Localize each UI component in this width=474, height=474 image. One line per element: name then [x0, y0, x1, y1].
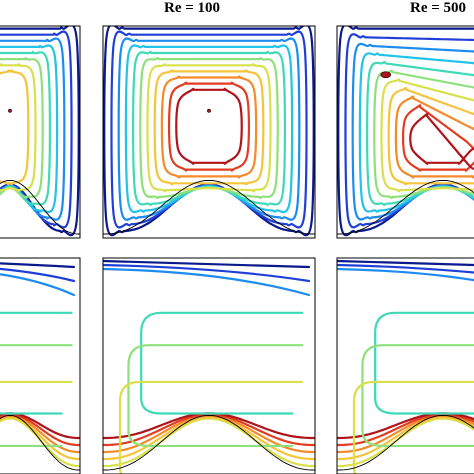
isotherm-top	[337, 263, 474, 274]
isotherm-top	[103, 263, 311, 283]
streamline-contour	[394, 95, 474, 179]
isotherm-middle	[361, 344, 474, 448]
panel-frame	[102, 257, 316, 474]
panel-top-right	[337, 26, 474, 237]
vortex-core	[207, 108, 211, 113]
streamline-contour	[167, 81, 251, 172]
streamline-contour	[358, 52, 474, 213]
streamline-contour	[401, 104, 474, 172]
isotherm-middle	[127, 344, 304, 448]
panel-frame	[336, 257, 474, 474]
isotherm-bottom	[103, 417, 315, 468]
streamline-contour	[0, 37, 66, 221]
streamline-contour	[131, 50, 287, 206]
isotherm-bottom	[337, 417, 474, 468]
streamline-contour	[0, 26, 80, 237]
streamline-contour	[0, 50, 52, 206]
panel-bot-right	[337, 259, 474, 474]
wavy-wall	[0, 414, 80, 471]
streamline-contour	[387, 86, 474, 186]
isotherm-middle	[374, 311, 474, 415]
streamline-contour	[160, 75, 258, 179]
wavy-wall	[337, 414, 474, 471]
streamline-contour	[0, 44, 59, 214]
isotherm-top	[337, 259, 474, 266]
isotherm-top	[337, 267, 474, 282]
isotherm-middle	[140, 311, 304, 415]
streamline-contour	[175, 87, 243, 165]
panel-grid	[0, 25, 474, 474]
wavy-wall	[103, 179, 315, 235]
panel-frame	[0, 25, 81, 239]
isotherm-bottom	[0, 417, 80, 468]
streamline-contour	[0, 56, 44, 200]
panel-top-left	[0, 26, 80, 237]
isotherm-top	[103, 259, 311, 269]
streamline-contour	[0, 30, 73, 229]
column-label-re100: Re = 100	[164, 0, 220, 16]
wavy-wall	[103, 414, 315, 471]
panel-top-mid	[103, 26, 315, 237]
vortex-core	[380, 71, 392, 79]
isotherm-bottom	[337, 416, 474, 461]
isotherm-top	[0, 273, 76, 297]
isotherm-middle	[118, 380, 304, 474]
vortex-core	[8, 108, 12, 113]
panel-frame	[102, 25, 316, 239]
streamline-contour	[380, 78, 474, 193]
isotherm-top	[103, 267, 311, 297]
streamline-contour	[365, 61, 474, 206]
streamline-contour	[0, 63, 37, 193]
wavy-wall	[0, 179, 80, 235]
isotherm-top	[0, 267, 76, 283]
streamline-contour	[139, 56, 279, 200]
panel-frame	[0, 257, 81, 474]
isotherm-bottom	[103, 416, 315, 461]
streamline-contour	[0, 69, 30, 186]
column-label-re500: Re = 500	[410, 0, 466, 16]
panel-bot-mid	[103, 259, 315, 474]
isotherm-top	[0, 262, 76, 269]
isotherm-middle	[352, 380, 474, 474]
streamline-contour	[409, 112, 474, 170]
streamline-contour	[153, 69, 265, 186]
panel-bot-left	[0, 262, 80, 471]
streamline-contour	[146, 63, 272, 193]
wavy-wall	[337, 179, 474, 235]
panel-frame	[336, 25, 474, 239]
streamline-contour	[103, 26, 315, 237]
streamline-contour	[373, 69, 474, 200]
streamline-contour	[124, 44, 294, 214]
isotherm-middle	[0, 311, 73, 415]
isotherm-bottom	[0, 416, 80, 461]
